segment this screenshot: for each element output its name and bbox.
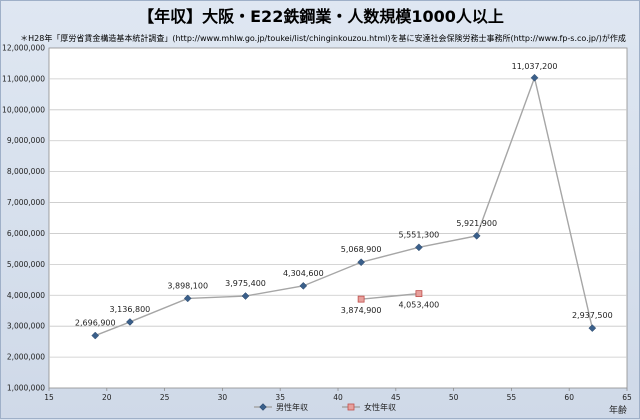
series-layer xyxy=(91,73,597,340)
x-axis-title: 年齢 xyxy=(609,404,627,416)
data-point xyxy=(415,290,423,298)
x-tick-label: 15 xyxy=(44,393,54,402)
y-tick-label: 4,000,000 xyxy=(7,291,45,300)
data-label: 5,068,900 xyxy=(341,245,382,254)
data-point xyxy=(91,331,100,340)
y-tick-label: 8,000,000 xyxy=(7,167,45,176)
legend-label: 男性年収 xyxy=(276,402,308,412)
x-tick-label: 50 xyxy=(449,393,459,402)
data-label: 3,136,800 xyxy=(110,305,151,314)
y-tick-label: 12,000,000 xyxy=(2,44,45,53)
data-point xyxy=(183,294,192,303)
chart-title: 【年収】大阪・E22鉄鋼業・人数規模1000人以上 xyxy=(138,7,504,26)
y-tick-label: 6,000,000 xyxy=(7,229,45,238)
data-point xyxy=(357,295,365,303)
data-label: 11,037,200 xyxy=(512,62,558,71)
x-tick-label: 65 xyxy=(622,393,632,402)
data-label: 5,921,900 xyxy=(456,219,497,228)
y-tick-label: 2,000,000 xyxy=(7,353,45,362)
gridlines xyxy=(49,78,627,358)
x-tick-label: 25 xyxy=(160,393,170,402)
series-line xyxy=(94,75,594,337)
y-axis-ticks: 1,000,000 2,000,000 3,000,000 4,000,000 5,00… xyxy=(2,44,45,393)
data-label: 3,874,900 xyxy=(341,306,382,315)
data-point xyxy=(126,318,134,326)
chart-subtitle: ＊H28年「厚労省賃金構造基本統計調査」(http://www.mhlw.go.… xyxy=(20,33,626,43)
data-label: 3,898,100 xyxy=(167,281,208,290)
plot-area xyxy=(48,47,628,389)
legend: 男性年収 女性年収 xyxy=(254,402,396,412)
y-tick-label: 11,000,000 xyxy=(2,74,45,83)
data-label: 5,551,300 xyxy=(399,230,440,239)
data-labels: 2,696,900 3,136,800 3,898,100 3,975,400 4,30… xyxy=(75,62,613,328)
legend-label: 女性年収 xyxy=(364,402,396,412)
data-point xyxy=(588,324,597,332)
legend-marker xyxy=(347,403,355,411)
x-axis-ticks: 15 20 25 30 35 40 45 50 55 60 65 xyxy=(44,388,632,402)
y-tick-label: 1,000,000 xyxy=(7,384,45,393)
x-tick-label: 40 xyxy=(333,393,343,402)
y-tick-label: 7,000,000 xyxy=(7,198,45,207)
data-point xyxy=(299,282,308,290)
data-label: 4,304,600 xyxy=(283,269,324,278)
data-point xyxy=(357,258,365,267)
y-tick-label: 10,000,000 xyxy=(2,105,45,114)
y-tick-label: 9,000,000 xyxy=(7,136,45,145)
x-tick-label: 55 xyxy=(507,393,517,402)
data-point xyxy=(241,292,250,300)
x-tick-label: 45 xyxy=(391,393,401,402)
data-label: 3,975,400 xyxy=(225,279,266,288)
x-tick-label: 30 xyxy=(218,393,228,402)
data-point xyxy=(472,232,481,240)
data-label: 2,937,500 xyxy=(572,311,613,320)
data-label: 2,696,900 xyxy=(75,319,116,328)
y-tick-label: 5,000,000 xyxy=(7,260,45,269)
data-label: 4,053,400 xyxy=(399,301,440,310)
data-point xyxy=(415,243,423,252)
legend-marker xyxy=(259,403,267,411)
x-tick-label: 60 xyxy=(564,393,574,402)
y-tick-label: 3,000,000 xyxy=(7,322,45,331)
x-tick-label: 35 xyxy=(275,393,285,402)
series-line xyxy=(361,292,419,300)
data-point xyxy=(530,73,539,82)
x-tick-label: 20 xyxy=(102,393,112,402)
